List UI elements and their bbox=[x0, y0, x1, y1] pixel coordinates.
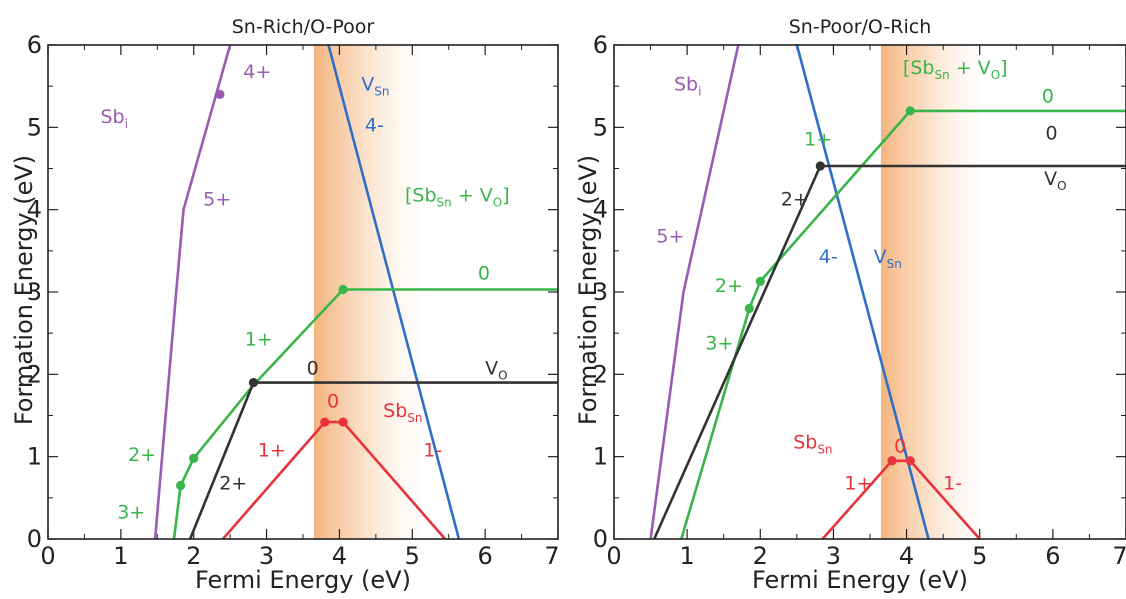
y-tick-label: 2 bbox=[593, 360, 608, 388]
x-tick-label: 4 bbox=[332, 542, 347, 570]
annotation-label: 3+ bbox=[117, 501, 145, 523]
annotation-label: 2+ bbox=[715, 275, 743, 297]
annotation-label: 1+ bbox=[844, 473, 872, 495]
annotation-label: VO bbox=[1044, 168, 1066, 193]
x-tick-label: 6 bbox=[478, 542, 493, 570]
annotation-label: 5+ bbox=[656, 226, 684, 248]
chart-panel-2: Sn-Poor/O-Rich 0 1 2 3 4 5 6 7 0 1 2 3 4 5 6 Fermi Energ… bbox=[574, 16, 1126, 594]
annotation-label: 4- bbox=[819, 246, 838, 268]
x-tick-label: 2 bbox=[186, 542, 201, 570]
annotation-label: 3+ bbox=[705, 333, 733, 355]
data-point bbox=[744, 303, 754, 314]
shaded-band bbox=[880, 45, 980, 539]
series-line bbox=[172, 288, 558, 539]
x-tick-label: 3 bbox=[826, 542, 841, 570]
annotation-label: SbSn bbox=[383, 400, 422, 425]
data-point bbox=[176, 480, 186, 491]
annotation-label: 0 bbox=[1042, 86, 1054, 108]
annotation-label: 2+ bbox=[781, 189, 809, 211]
y-tick-label: 1 bbox=[27, 443, 42, 471]
x-tick-label: 2 bbox=[753, 542, 768, 570]
shaded-band bbox=[313, 45, 420, 539]
annotation-label: 1- bbox=[943, 473, 962, 495]
data-point bbox=[905, 456, 915, 466]
x-tick-label: 4 bbox=[899, 542, 914, 570]
data-point bbox=[215, 89, 225, 99]
annotation-label: 1+ bbox=[258, 440, 286, 462]
annotation-label: 0 bbox=[1046, 123, 1058, 145]
x-axis-title: Fermi Energy (eV) bbox=[752, 566, 968, 594]
annotation-label: 2+ bbox=[128, 444, 156, 466]
annotation-label: 0 bbox=[894, 436, 906, 458]
y-tick-label: 0 bbox=[593, 525, 608, 553]
plot-frame bbox=[47, 44, 559, 540]
data-point bbox=[338, 284, 348, 295]
x-tick-label: 0 bbox=[40, 542, 55, 570]
y-tick-label: 4 bbox=[27, 196, 42, 224]
x-tick-label: 3 bbox=[259, 542, 274, 570]
data-point bbox=[887, 456, 897, 466]
series-line bbox=[821, 459, 981, 539]
x-tick-label: 5 bbox=[405, 542, 420, 570]
annotation-label: [SbSn + VO] bbox=[405, 184, 510, 209]
x-tick-label: 1 bbox=[680, 542, 695, 570]
x-tick-label: 0 bbox=[606, 542, 621, 570]
y-tick-label: 0 bbox=[27, 525, 42, 553]
data-point bbox=[905, 106, 915, 116]
y-tick-label: 6 bbox=[593, 31, 608, 59]
x-tick-label: 1 bbox=[113, 542, 128, 570]
annotation-label: 0 bbox=[307, 357, 319, 379]
x-tick-label: 6 bbox=[1045, 542, 1060, 570]
annotation-label: VO bbox=[485, 357, 507, 382]
data-point bbox=[815, 161, 825, 171]
plot-frame bbox=[613, 44, 1126, 540]
data-point bbox=[189, 453, 199, 463]
y-tick-label: 3 bbox=[27, 278, 42, 306]
annotation-label: 0 bbox=[478, 263, 490, 285]
series-line bbox=[327, 45, 461, 539]
annotation-label: 5+ bbox=[203, 189, 231, 211]
data-point bbox=[755, 276, 765, 286]
y-tick-label: 5 bbox=[593, 113, 608, 141]
annotation-label: 2+ bbox=[219, 473, 247, 495]
data-point bbox=[320, 417, 330, 427]
panel-title: Sn-Poor/O-Rich bbox=[789, 16, 932, 38]
data-point bbox=[338, 417, 348, 427]
series-group bbox=[649, 45, 1126, 539]
y-tick-label: 2 bbox=[27, 360, 42, 388]
annotation-label: 4+ bbox=[243, 61, 271, 83]
annotation-label: SbSn bbox=[793, 431, 832, 456]
annotation-label: 0 bbox=[327, 390, 339, 412]
y-axis-title: Formation Energy (eV) bbox=[574, 155, 602, 425]
data-point bbox=[248, 377, 259, 388]
annotation-label: VSn bbox=[361, 73, 389, 98]
y-tick-label: 1 bbox=[593, 443, 608, 471]
panel-title: Sn-Rich/O-Poor bbox=[232, 16, 375, 38]
annotation-label: VSn bbox=[874, 246, 902, 271]
series-line bbox=[649, 45, 740, 539]
y-axis-title: Formation Energy (eV) bbox=[10, 155, 38, 425]
y-tick-label: 4 bbox=[593, 196, 608, 224]
series-group bbox=[153, 45, 558, 539]
annotation-label: 1- bbox=[423, 440, 442, 462]
series-line bbox=[153, 45, 232, 539]
annotation-label: 1+ bbox=[245, 329, 273, 351]
x-tick-label: 5 bbox=[972, 542, 987, 570]
y-tick-label: 5 bbox=[27, 113, 42, 141]
annotation-label: Sbi bbox=[674, 73, 701, 98]
annotation-label: 4- bbox=[365, 114, 384, 136]
annotation-label: Sbi bbox=[100, 106, 127, 131]
y-tick-label: 3 bbox=[593, 278, 608, 306]
x-tick-label: 7 bbox=[1112, 542, 1126, 570]
annotation-label: [SbSn + VO] bbox=[903, 57, 1008, 82]
x-tick-label: 7 bbox=[544, 542, 559, 570]
series-line bbox=[221, 420, 447, 539]
series-line bbox=[795, 45, 930, 539]
chart-panel-1: Sn-Rich/O-Poor 0 1 2 3 4 5 6 7 0 1 2 3 4 5 6 Fermi Energ… bbox=[10, 16, 560, 594]
y-tick-label: 6 bbox=[27, 31, 42, 59]
x-axis-title: Fermi Energy (eV) bbox=[195, 566, 411, 594]
annotation-label: 1+ bbox=[804, 128, 832, 150]
